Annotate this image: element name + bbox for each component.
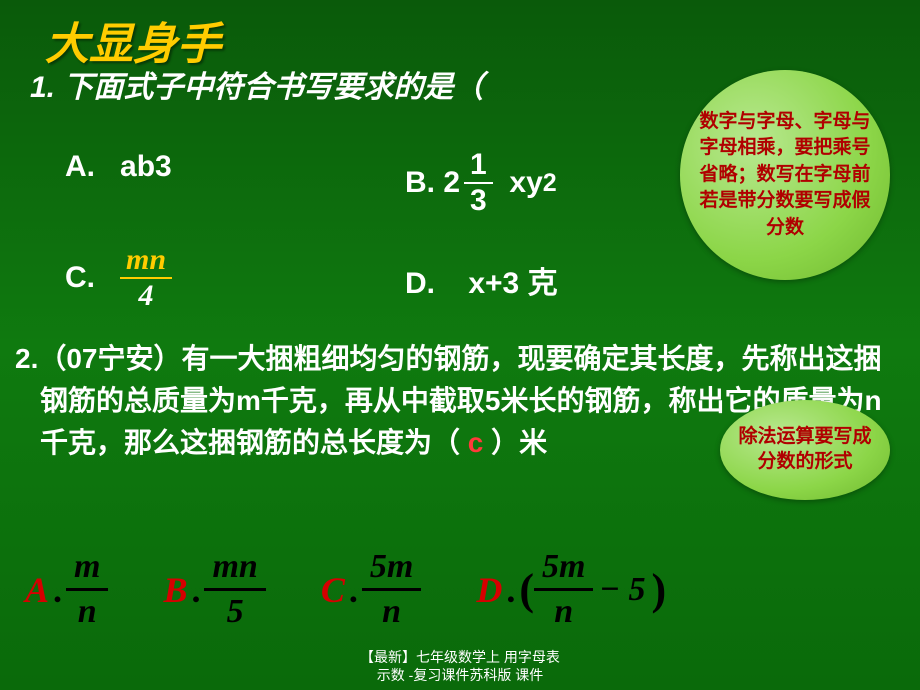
q2a-letter: A — [25, 569, 49, 611]
option-a-expr: ab3 — [120, 150, 172, 183]
option-a: A. ab3 — [65, 150, 172, 184]
q2d-tail: − 5 — [599, 571, 645, 609]
q2a-num: m — [66, 550, 108, 591]
option-a-letter: A. — [65, 150, 95, 183]
hint-bubble-1: 数字与字母、字母与字母相乘，要把乘号省略；数写在字母前若是带分数要写成假分数 — [680, 70, 890, 280]
option-c-letter: C. — [65, 261, 95, 295]
question-2-options: A . m n B . mn 5 C . 5m n D . ( 5m n − 5… — [25, 550, 666, 629]
option-b-frac: 1 3 — [464, 150, 493, 216]
q2d-num: 5m — [534, 550, 593, 591]
q2-option-b: B . mn 5 — [163, 550, 265, 629]
q2c-frac: 5m n — [362, 550, 421, 629]
q1-stem: 1. 下面式子中符合书写要求的是（ — [30, 71, 483, 104]
option-b-sup: 2 — [543, 169, 557, 198]
option-b-mixed: 2 1 3 — [443, 150, 492, 216]
q2d-den: n — [554, 591, 573, 629]
option-b-xy: xy — [509, 166, 542, 200]
hint-bubble-2-text: 除法运算要写成分数的形式 — [730, 425, 880, 474]
q2b-den: 5 — [227, 591, 244, 629]
q2-answer: c — [468, 427, 484, 458]
q2c-dot: . — [349, 569, 358, 611]
option-b-whole: 2 — [443, 166, 460, 200]
q2-option-c: C . 5m n — [321, 550, 421, 629]
q2a-den: n — [78, 591, 97, 629]
q2c-num: 5m — [362, 550, 421, 591]
option-d: D. x+3 克 — [405, 258, 558, 302]
q2-suffix: ）米 — [491, 427, 547, 458]
footer-line-2: 示数 -复习课件苏科版 课件 — [0, 666, 920, 684]
option-b-num: 1 — [464, 150, 493, 184]
option-c-num: mn — [120, 245, 172, 279]
q2d-dot: . — [506, 569, 515, 611]
q2c-den: n — [382, 591, 401, 629]
option-c-den: 4 — [139, 279, 154, 311]
option-c: C. mn 4 — [65, 245, 172, 311]
option-d-expr: x+3 克 — [468, 267, 557, 300]
slide-footer: 【最新】七年级数学上 用字母表 示数 -复习课件苏科版 课件 — [0, 648, 920, 684]
hint-bubble-2: 除法运算要写成分数的形式 — [720, 400, 890, 500]
q2b-letter: B — [163, 569, 187, 611]
option-b: B. 2 1 3 xy2 — [405, 150, 557, 216]
q2d-letter: D — [476, 569, 502, 611]
q2b-dot: . — [191, 569, 200, 611]
q2b-frac: mn 5 — [204, 550, 265, 629]
q2b-num: mn — [204, 550, 265, 591]
option-b-letter: B. — [405, 166, 435, 200]
q2d-rparen: ) — [652, 564, 667, 615]
q2c-letter: C — [321, 569, 345, 611]
q2a-dot: . — [53, 569, 62, 611]
q2-option-d: D . ( 5m n − 5 ) — [476, 550, 666, 629]
option-c-frac: mn 4 — [120, 245, 172, 311]
q2d-frac: 5m n — [534, 550, 593, 629]
question-1-text: 1. 下面式子中符合书写要求的是（ — [30, 62, 483, 106]
footer-line-1: 【最新】七年级数学上 用字母表 — [0, 648, 920, 666]
q2-option-a: A . m n — [25, 550, 108, 629]
q2d-lparen: ( — [519, 564, 534, 615]
option-b-den: 3 — [470, 184, 487, 216]
option-d-letter: D. — [405, 267, 435, 300]
q2a-frac: m n — [66, 550, 108, 629]
hint-bubble-1-text: 数字与字母、字母与字母相乘，要把乘号省略；数写在字母前若是带分数要写成假分数 — [698, 109, 872, 242]
